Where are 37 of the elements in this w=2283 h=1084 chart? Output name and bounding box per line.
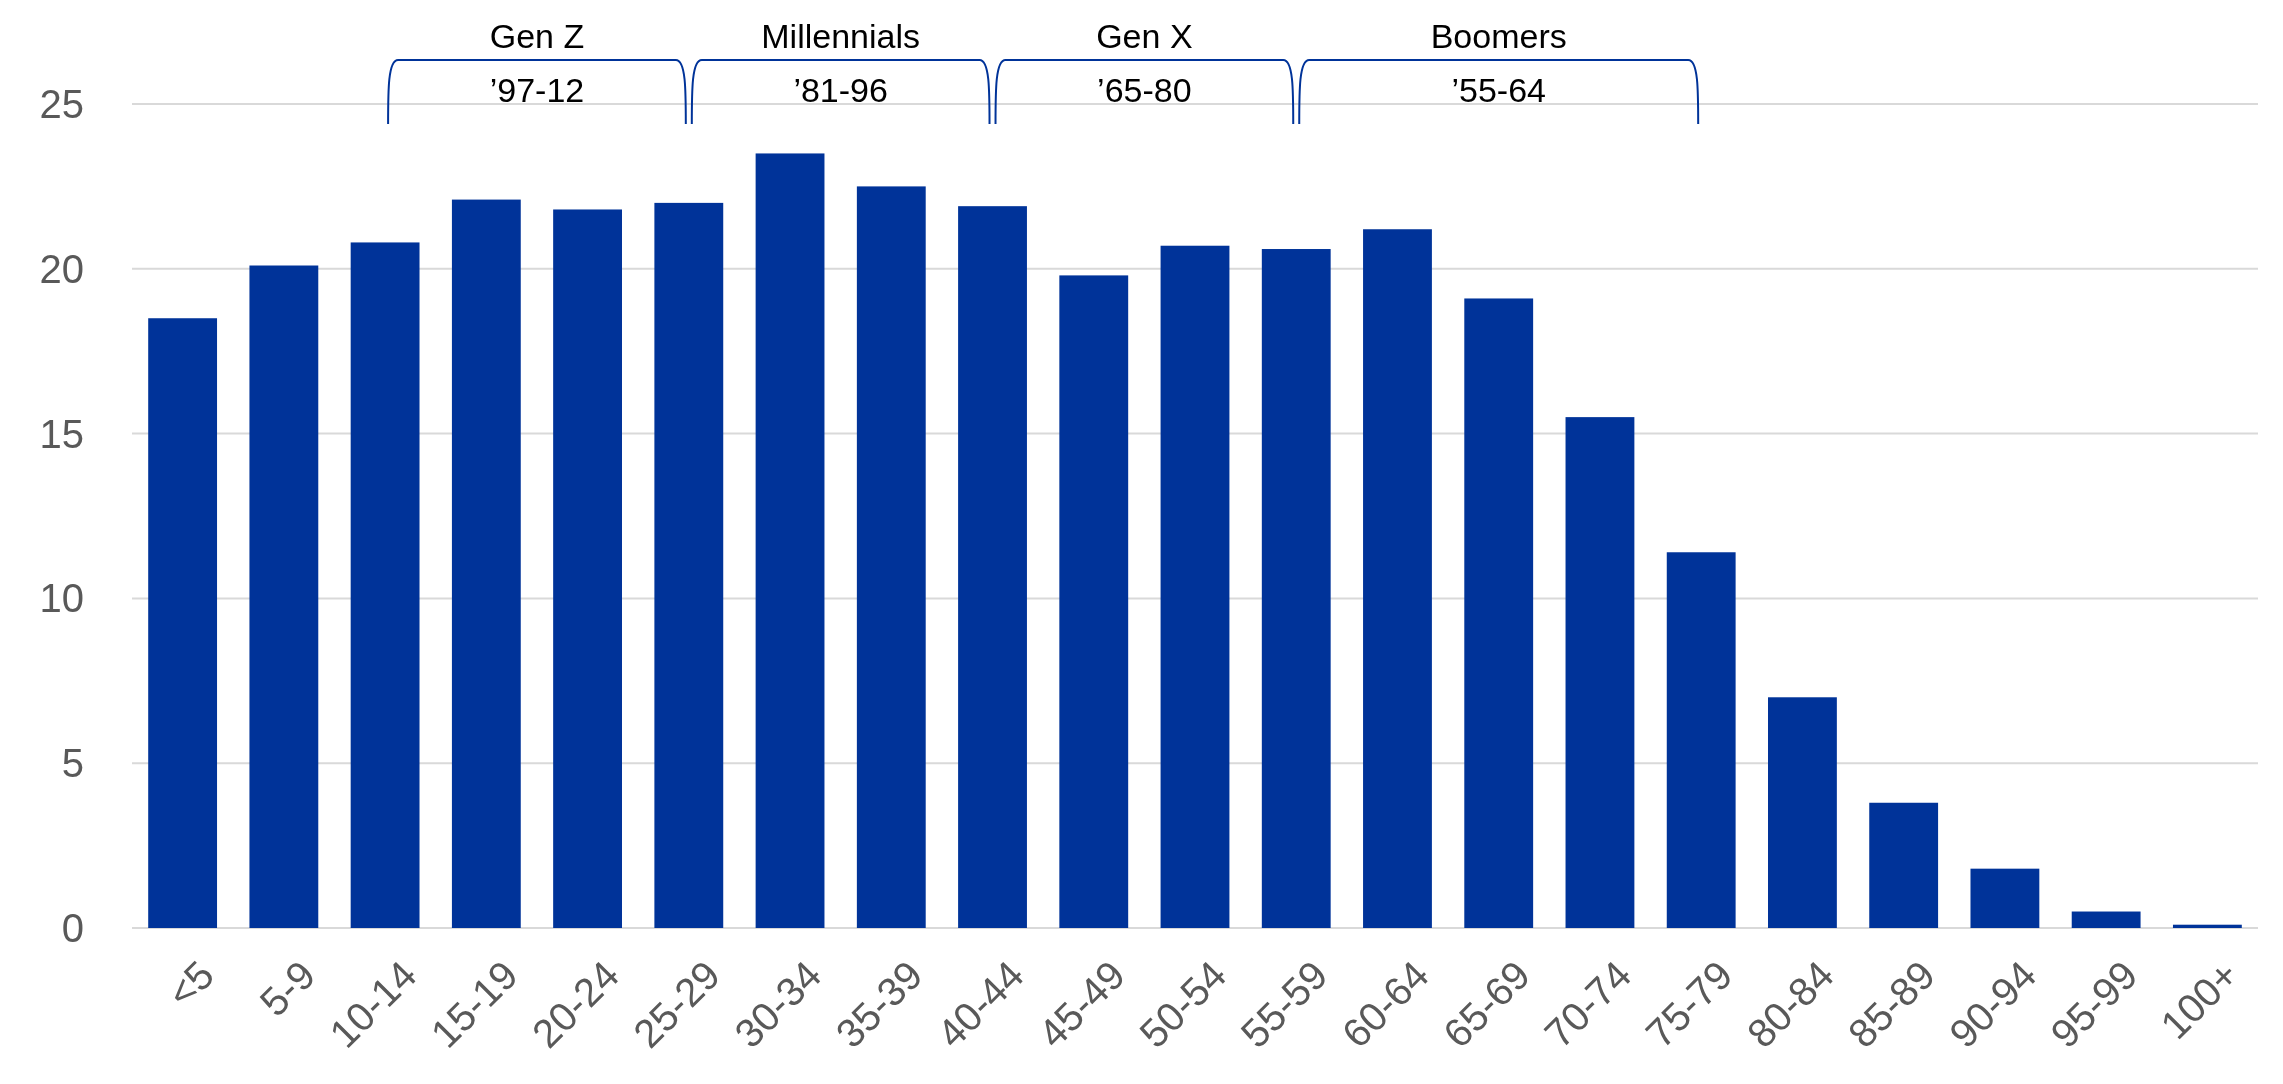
annotation: ’55-64 <box>1451 71 1546 109</box>
y-tick-label: 20 <box>39 246 84 291</box>
bar <box>1464 298 1534 928</box>
bar <box>1261 249 1331 928</box>
bar <box>451 199 521 928</box>
text: Millennials <box>761 17 921 55</box>
text: Boomers <box>1430 17 1567 55</box>
bar <box>856 186 926 928</box>
y-tick-label: 10 <box>39 576 84 621</box>
bar <box>1059 275 1129 928</box>
bar <box>249 265 319 928</box>
text: Gen Z <box>489 17 585 55</box>
bar <box>1160 245 1230 928</box>
y-tick-label: 5 <box>61 741 84 786</box>
x-tick-label: <5 <box>158 952 223 1016</box>
bar <box>350 242 420 928</box>
bar <box>2071 911 2141 928</box>
bar <box>553 209 622 928</box>
bar <box>1363 229 1432 928</box>
annotation: ’65-80 <box>1097 71 1192 109</box>
y-tick-label: 0 <box>61 906 84 950</box>
bar <box>1869 802 1939 928</box>
bar <box>755 153 825 928</box>
text: Gen X <box>1096 17 1193 55</box>
bar <box>654 202 724 928</box>
y-tick-label: 15 <box>39 411 84 456</box>
bar <box>2172 924 2242 928</box>
bar <box>1970 868 2040 928</box>
x-tick-label: 5-9 <box>251 952 324 1025</box>
bar <box>1565 417 1635 928</box>
bar <box>148 318 218 928</box>
bar <box>958 206 1027 928</box>
bar <box>1666 552 1736 928</box>
bar <box>1768 697 1837 928</box>
annotation: ’81-96 <box>793 71 888 109</box>
annotation: ’97-12 <box>489 71 585 109</box>
y-tick-label: 25 <box>39 82 84 126</box>
